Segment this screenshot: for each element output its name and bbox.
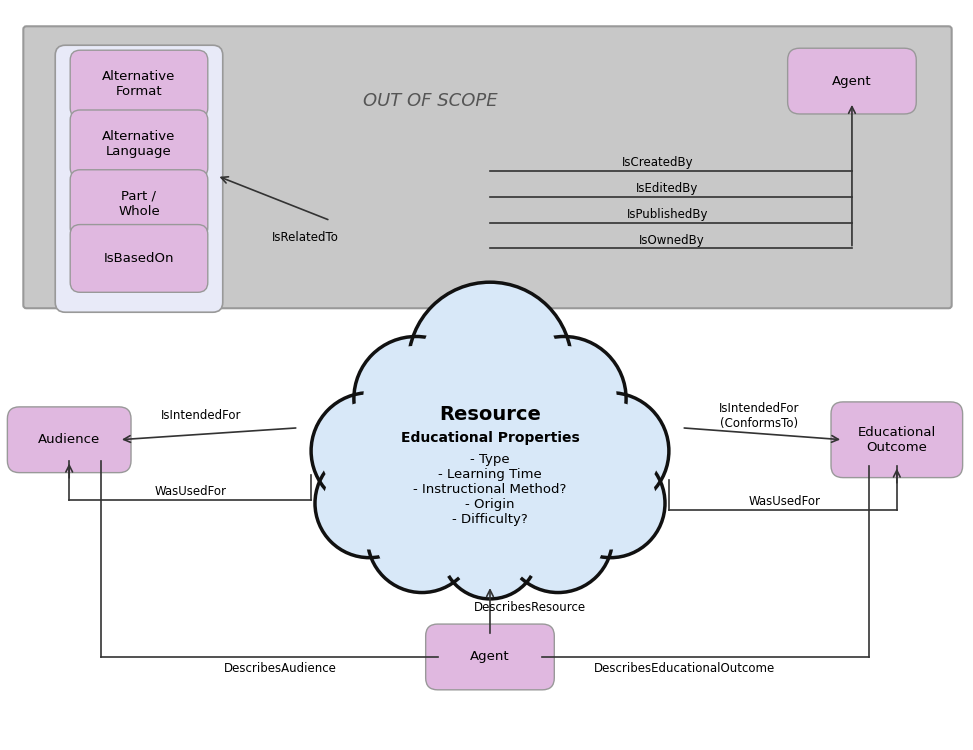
- FancyBboxPatch shape: [23, 26, 952, 308]
- Text: IsCreatedBy: IsCreatedBy: [622, 156, 694, 170]
- Circle shape: [553, 393, 668, 509]
- Ellipse shape: [383, 381, 596, 538]
- Circle shape: [420, 295, 559, 433]
- Circle shape: [557, 449, 665, 558]
- Circle shape: [363, 346, 469, 452]
- FancyBboxPatch shape: [70, 170, 208, 238]
- Circle shape: [564, 457, 657, 550]
- Circle shape: [315, 449, 424, 558]
- Text: Agent: Agent: [470, 650, 510, 664]
- Text: DescribesEducationalOutcome: DescribesEducationalOutcome: [594, 662, 775, 676]
- FancyBboxPatch shape: [787, 48, 917, 114]
- Text: Educational Properties: Educational Properties: [401, 430, 579, 445]
- Text: OUT OF SCOPE: OUT OF SCOPE: [363, 92, 497, 110]
- Text: DescribesAudience: DescribesAudience: [224, 662, 337, 676]
- FancyBboxPatch shape: [55, 45, 223, 312]
- Text: WasUsedFor: WasUsedFor: [155, 485, 227, 498]
- Text: IsPublishedBy: IsPublishedBy: [627, 208, 708, 221]
- Text: IsIntendedFor: IsIntendedFor: [161, 410, 241, 422]
- Text: IsRelatedTo: IsRelatedTo: [272, 231, 339, 244]
- Text: Resource: Resource: [439, 405, 541, 424]
- Text: IsBasedOn: IsBasedOn: [104, 252, 174, 265]
- Circle shape: [368, 484, 477, 592]
- Text: IsEditedBy: IsEditedBy: [636, 182, 699, 195]
- Circle shape: [323, 457, 415, 550]
- Circle shape: [561, 401, 660, 500]
- Circle shape: [502, 337, 626, 460]
- FancyBboxPatch shape: [70, 224, 208, 292]
- Circle shape: [354, 337, 479, 460]
- Circle shape: [504, 484, 612, 592]
- FancyBboxPatch shape: [8, 407, 131, 472]
- FancyBboxPatch shape: [831, 402, 962, 478]
- Text: IsIntendedFor
(ConformsTo): IsIntendedFor (ConformsTo): [719, 402, 800, 430]
- Ellipse shape: [388, 386, 593, 534]
- FancyBboxPatch shape: [70, 110, 208, 178]
- Text: WasUsedFor: WasUsedFor: [748, 495, 820, 508]
- Circle shape: [376, 492, 468, 584]
- Circle shape: [409, 282, 572, 446]
- Text: Alternative
Language: Alternative Language: [102, 130, 176, 158]
- Circle shape: [442, 502, 539, 599]
- Text: DescribesResource: DescribesResource: [474, 601, 586, 613]
- Circle shape: [311, 393, 428, 509]
- Text: Agent: Agent: [832, 74, 872, 88]
- Text: Audience: Audience: [38, 433, 100, 446]
- FancyBboxPatch shape: [70, 50, 208, 118]
- Text: Alternative
Format: Alternative Format: [102, 70, 176, 98]
- Circle shape: [320, 401, 419, 500]
- Text: Part /
Whole: Part / Whole: [118, 190, 160, 217]
- Circle shape: [511, 346, 617, 452]
- FancyBboxPatch shape: [425, 624, 555, 690]
- Text: IsOwnedBy: IsOwnedBy: [638, 234, 704, 247]
- Text: Educational
Outcome: Educational Outcome: [858, 426, 936, 454]
- Text: - Type
- Learning Time
- Instructional Method?
- Origin
- Difficulty?: - Type - Learning Time - Instructional M…: [414, 453, 566, 526]
- Circle shape: [512, 492, 604, 584]
- Circle shape: [449, 509, 531, 592]
